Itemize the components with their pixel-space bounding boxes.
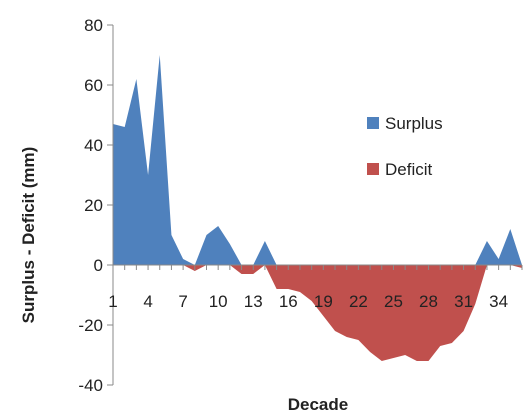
y-tick-label: -20 xyxy=(78,316,103,335)
x-tick-label: 7 xyxy=(178,292,187,311)
y-axis-title: Surplus - Deficit (mm) xyxy=(19,147,38,324)
x-tick-label: 13 xyxy=(244,292,263,311)
x-tick-label: 1 xyxy=(108,292,117,311)
legend-label-deficit: Deficit xyxy=(385,160,433,179)
plot-area xyxy=(113,55,522,361)
x-tick-label: 28 xyxy=(419,292,438,311)
x-tick-label: 16 xyxy=(279,292,298,311)
y-tick-label: 20 xyxy=(84,196,103,215)
y-tick-label: 60 xyxy=(84,76,103,95)
x-tick-label: 25 xyxy=(384,292,403,311)
x-tick-label: 22 xyxy=(349,292,368,311)
y-tick-label: -40 xyxy=(78,376,103,395)
x-tick-label: 19 xyxy=(314,292,333,311)
x-axis: 1 4 7 10 13 16 19 22 25 28 31 34 xyxy=(108,264,523,311)
area-series-surplus xyxy=(113,55,522,265)
x-axis-title: Decade xyxy=(288,395,348,414)
y-tick-label: 80 xyxy=(84,16,103,35)
legend: Surplus Deficit xyxy=(367,114,443,179)
x-tick-label: 10 xyxy=(209,292,228,311)
legend-label-surplus: Surplus xyxy=(385,114,443,133)
x-tick-label: 34 xyxy=(489,292,508,311)
area-series-deficit xyxy=(113,265,522,361)
x-tick-label: 4 xyxy=(143,292,152,311)
legend-swatch-deficit xyxy=(367,163,379,175)
y-axis: -40 -20 0 20 40 60 80 xyxy=(78,16,114,395)
y-tick-label: 0 xyxy=(94,256,103,275)
legend-swatch-surplus xyxy=(367,117,379,129)
y-tick-label: 40 xyxy=(84,136,103,155)
x-tick-label: 31 xyxy=(454,292,473,311)
